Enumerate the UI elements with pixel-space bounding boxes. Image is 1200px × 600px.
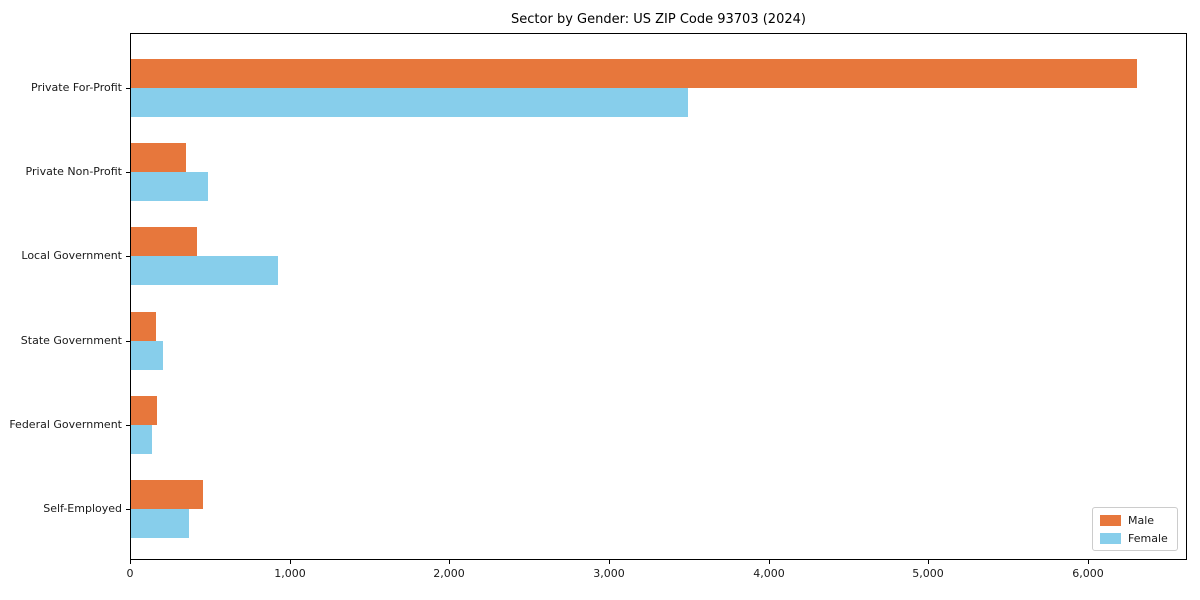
x-tick-label: 1,000 — [274, 567, 306, 580]
bar-male-private-for-profit — [131, 59, 1137, 88]
y-tick-mark — [126, 425, 130, 426]
bar-female-private-non-profit — [131, 172, 208, 202]
legend-label-female: Female — [1128, 531, 1168, 545]
x-tick-mark — [769, 560, 770, 564]
bar-male-local-government — [131, 227, 197, 257]
bar-male-federal-government — [131, 395, 157, 425]
x-tick-mark — [609, 560, 610, 564]
y-tick-mark — [126, 256, 130, 257]
y-tick-mark — [126, 172, 130, 173]
x-tick-label: 3,000 — [593, 567, 625, 580]
legend-label-male: Male — [1128, 513, 1155, 527]
x-tick-mark — [130, 560, 131, 564]
y-tick-mark — [126, 88, 130, 89]
legend-swatch-female — [1100, 532, 1121, 544]
plot-area — [130, 33, 1187, 560]
y-tick-label-self-employed: Self-Employed — [43, 502, 122, 515]
x-tick-label: 5,000 — [912, 567, 944, 580]
x-tick-mark — [928, 560, 929, 564]
y-tick-label-private-non-profit: Private Non-Profit — [25, 165, 122, 178]
x-tick-label: 0 — [126, 567, 134, 580]
x-tick-mark — [290, 560, 291, 564]
y-tick-mark — [126, 341, 130, 342]
bar-female-federal-government — [131, 424, 152, 454]
y-tick-label-private-for-profit: Private For-Profit — [31, 81, 122, 94]
y-tick-label-state-government: State Government — [20, 334, 122, 347]
legend-entry-male: Male — [1100, 513, 1170, 527]
bar-female-local-government — [131, 256, 278, 286]
x-tick-label: 4,000 — [753, 567, 785, 580]
x-tick-label: 6,000 — [1072, 567, 1104, 580]
x-tick-mark — [1088, 560, 1089, 564]
y-tick-label-local-government: Local Government — [21, 249, 122, 262]
legend-entry-female: Female — [1100, 531, 1170, 545]
legend-swatch-male — [1100, 514, 1121, 526]
legend: Male Female — [1092, 507, 1178, 551]
bar-female-private-for-profit — [131, 88, 688, 117]
x-tick-mark — [449, 560, 450, 564]
bar-male-self-employed — [131, 480, 203, 509]
bar-female-state-government — [131, 340, 163, 370]
chart-title: Sector by Gender: US ZIP Code 93703 (202… — [511, 12, 806, 27]
y-tick-label-federal-government: Federal Government — [9, 418, 122, 431]
bar-male-private-non-profit — [131, 143, 186, 173]
bar-female-self-employed — [131, 509, 189, 538]
x-tick-label: 2,000 — [433, 567, 465, 580]
bar-male-state-government — [131, 311, 156, 341]
y-tick-mark — [126, 509, 130, 510]
